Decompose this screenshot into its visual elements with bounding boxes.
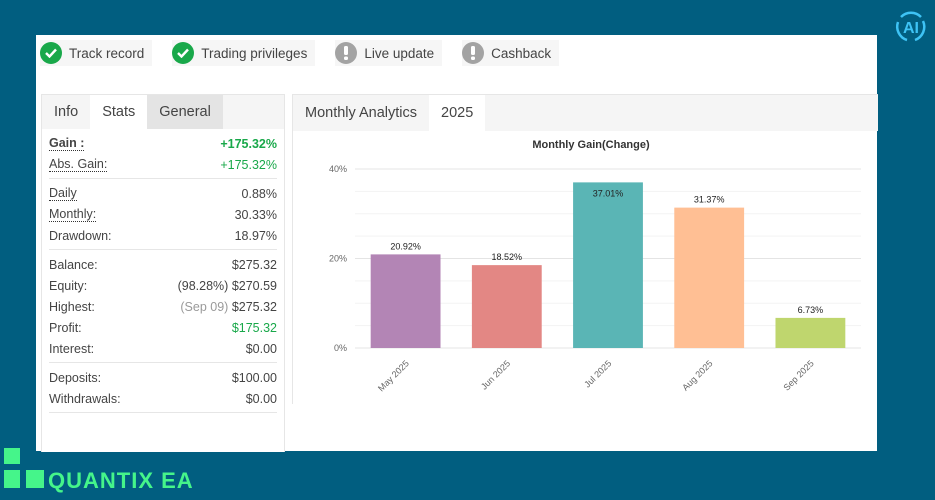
- stats-tabs: Info Stats General: [42, 95, 284, 129]
- stat-label: Balance:: [49, 257, 98, 272]
- stat-value: $175.32: [231, 320, 277, 335]
- stat-row-daily: Daily 0.88%: [49, 183, 277, 204]
- exclamation-circle-icon: [462, 42, 485, 64]
- stat-value: +175.32%: [220, 136, 277, 151]
- stat-row-highest: Highest: (Sep 09) $275.32: [49, 296, 277, 317]
- stat-row-monthly: Monthly: 30.33%: [49, 204, 277, 225]
- stat-row-withdrawals: Withdrawals: $0.00: [49, 388, 277, 409]
- badge-track-record[interactable]: Track record: [40, 40, 153, 66]
- stat-label[interactable]: Monthly:: [49, 206, 97, 222]
- tab-info[interactable]: Info: [54, 104, 79, 120]
- stat-label: Profit:: [49, 320, 82, 335]
- check-circle-icon: [172, 42, 195, 64]
- ai-badge-text: AI: [903, 20, 919, 37]
- tab-monthly-analytics[interactable]: Monthly Analytics: [305, 105, 418, 121]
- stat-value: 0.88%: [241, 186, 277, 201]
- bar-data-label: 6.73%: [798, 305, 824, 315]
- badge-label: Trading privileges: [201, 45, 308, 61]
- ai-logo-icon: AI: [895, 11, 926, 42]
- brand-name: QUANTIX EA: [48, 468, 194, 493]
- stat-label: Highest:: [49, 299, 95, 314]
- stat-row-drawdown: Drawdown: 18.97%: [49, 225, 277, 246]
- monthly-gain-chart: 0% 20% 40% 20.92% May 2025 18.52% Jun 2025 37.0…: [329, 164, 861, 393]
- x-tick-label: Jun 2025: [479, 358, 512, 391]
- stat-value: $0.00: [245, 391, 277, 406]
- stat-label: Equity:: [49, 278, 88, 293]
- badge-label: Cashback: [491, 45, 552, 61]
- analytics-tabs: Monthly Analytics 2025: [293, 94, 878, 131]
- bar-aug-2025: [674, 207, 745, 348]
- stat-label: Deposits:: [49, 370, 102, 385]
- x-tick-label: Sep 2025: [781, 358, 815, 392]
- tab-year-2025[interactable]: 2025: [429, 95, 486, 131]
- badge-trading-privileges[interactable]: Trading privileges: [172, 40, 316, 66]
- stat-value: $275.32: [231, 299, 277, 314]
- badge-cashback[interactable]: Cashback: [462, 40, 560, 66]
- badge-label: Live update: [364, 45, 435, 61]
- highest-date: (Sep 09): [180, 299, 229, 314]
- badge-label: Track record: [69, 45, 145, 61]
- bar-jun-2025: [471, 265, 542, 348]
- y-tick-label: 20%: [329, 254, 347, 264]
- y-tick-label: 0%: [334, 343, 347, 353]
- stat-label[interactable]: Daily: [49, 185, 77, 201]
- bar-jul-2025: [573, 182, 643, 348]
- bar-data-label: 20.92%: [390, 241, 421, 251]
- x-tick-label: Aug 2025: [680, 358, 714, 392]
- stat-row-deposits: Deposits: $100.00: [49, 367, 277, 388]
- stat-row-abs-gain: Abs. Gain: +175.32%: [49, 154, 277, 175]
- stat-label: Withdrawals:: [49, 391, 121, 406]
- stat-value-group: (98.28%) $270.59: [178, 279, 277, 293]
- stats-rows: Gain : +175.32% Abs. Gain: +175.32% Dail…: [42, 129, 284, 413]
- stat-value: $270.59: [231, 278, 277, 293]
- tab-stats[interactable]: Stats: [90, 95, 148, 129]
- badge-live-update[interactable]: Live update: [335, 40, 443, 66]
- stat-label: Drawdown:: [49, 228, 112, 243]
- check-circle-icon: [40, 42, 62, 64]
- exclamation-circle-icon: [335, 42, 358, 64]
- chart-title: Monthly Gain(Change): [532, 139, 650, 151]
- stat-row-profit: Profit: $175.32: [49, 317, 277, 338]
- funds-group: Deposits: $100.00 Withdrawals: $0.00: [49, 363, 277, 413]
- stat-value: 18.97%: [234, 228, 277, 243]
- stat-row-balance: Balance: $275.32: [49, 254, 277, 275]
- stat-row-equity: Equity: (98.28%) $270.59: [49, 275, 277, 296]
- y-tick-label: 40%: [329, 164, 347, 174]
- stat-value: +175.32%: [220, 157, 277, 172]
- stat-row-gain: Gain : +175.32%: [49, 133, 277, 154]
- bar-sep-2025: [775, 317, 846, 348]
- gain-group: Gain : +175.32% Abs. Gain: +175.32%: [49, 129, 277, 179]
- equity-percent: (98.28%): [177, 278, 229, 293]
- stat-value: 30.33%: [234, 207, 277, 222]
- stat-value: $100.00: [231, 370, 277, 385]
- stat-row-interest: Interest: $0.00: [49, 338, 277, 359]
- bar-data-label: 18.52%: [492, 252, 523, 262]
- balance-group: Balance: $275.32 Equity: (98.28%) $270.5…: [49, 250, 277, 363]
- stat-label[interactable]: Gain :: [49, 135, 85, 151]
- stat-label[interactable]: Abs. Gain:: [49, 156, 108, 172]
- stat-value: $275.32: [231, 257, 277, 272]
- rate-group: Daily 0.88% Monthly: 30.33% Drawdown: 18…: [49, 179, 277, 250]
- verification-badges: Track record Trading privileges Live upd…: [40, 40, 560, 66]
- tab-general[interactable]: General: [147, 95, 223, 129]
- stat-label: Interest:: [49, 341, 95, 356]
- stat-value-group: (Sep 09) $275.32: [180, 300, 277, 314]
- x-tick-label: Jul 2025: [582, 358, 613, 389]
- bar-may-2025: [370, 254, 441, 348]
- stat-value: $0.00: [245, 341, 277, 356]
- main-panel: Track record Trading privileges Live upd…: [36, 35, 878, 452]
- bar-data-label: 37.01%: [593, 188, 624, 198]
- bar-data-label: 31.37%: [694, 195, 725, 205]
- stats-card: Info Stats General Gain : +175.32% Abs. …: [41, 94, 285, 452]
- analytics-card: Monthly Analytics 2025 Monthly Gain(Chan…: [292, 94, 878, 404]
- x-tick-label: May 2025: [376, 358, 411, 393]
